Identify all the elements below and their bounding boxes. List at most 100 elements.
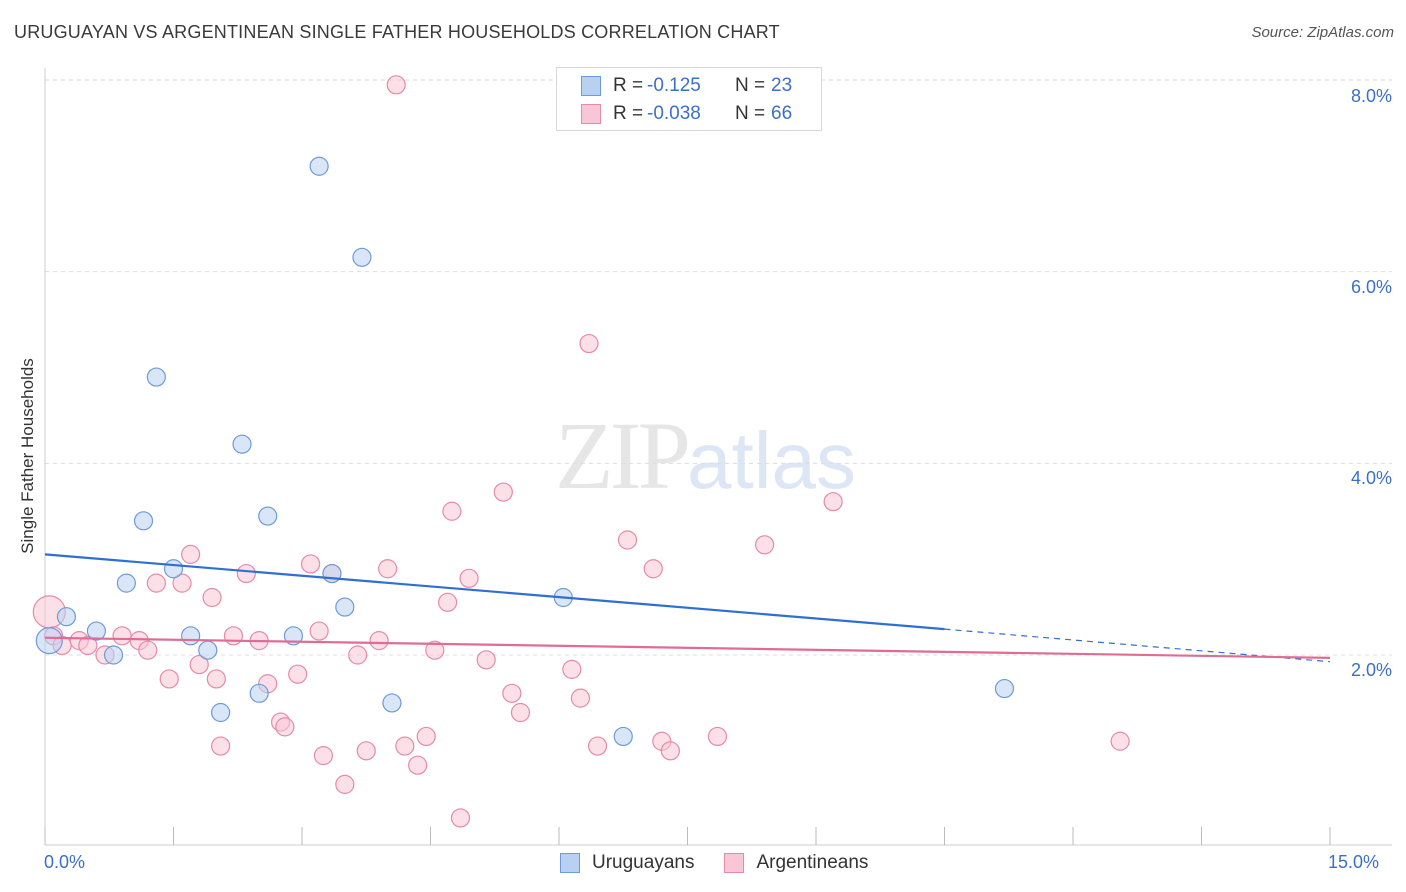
argentinean-point	[138, 640, 158, 660]
uruguayan-point	[352, 247, 372, 267]
uruguayan-point	[116, 573, 136, 593]
n-value: 23	[771, 75, 793, 96]
argentinean-point	[206, 669, 226, 689]
argentinean-point	[502, 683, 522, 703]
argentinean-point	[369, 631, 389, 651]
uruguayan-point	[232, 434, 252, 454]
legend-swatch-blue	[560, 853, 580, 873]
y-tick-label-6: 6.0%	[1350, 277, 1392, 297]
uruguayan-point	[146, 367, 166, 387]
legend-swatch-blue	[581, 76, 601, 96]
argentinean-point	[416, 726, 436, 747]
argentinean-point	[579, 333, 599, 354]
uruguayan-point	[309, 156, 329, 176]
argentinean-point	[211, 736, 231, 756]
legend-label-argentineans: Argentineans	[756, 852, 869, 873]
r-label: R =	[613, 103, 644, 124]
uruguayan-point	[994, 678, 1015, 699]
argentinean-point	[146, 573, 166, 593]
argentinean-point	[459, 568, 479, 588]
n-label: N =	[735, 75, 766, 96]
legend-swatch-pink	[724, 853, 745, 873]
argentinean-point	[754, 535, 775, 555]
argentinean-point	[425, 640, 445, 660]
argentinean-point	[1110, 731, 1130, 751]
watermark-zip: ZIP	[555, 402, 691, 509]
uruguayan-point	[103, 645, 124, 665]
argentinean-point	[300, 554, 321, 574]
argentinean-point	[181, 544, 201, 564]
n-value: 66	[771, 103, 793, 124]
legend-swatch-pink	[581, 104, 601, 124]
argentinean-point	[78, 635, 98, 656]
watermark: ZIPatlas	[555, 400, 856, 511]
argentinean-point	[707, 726, 728, 747]
uruguayan-point	[86, 621, 107, 641]
uruguayan-point	[35, 627, 63, 655]
argentinean-point	[643, 559, 663, 579]
argentinean-point	[202, 587, 222, 608]
argentinean-point	[172, 573, 192, 593]
argentinean-point	[348, 645, 368, 665]
r-value: -0.125	[647, 75, 701, 96]
uruguayan-point	[249, 683, 269, 703]
argentinean-point	[378, 559, 398, 579]
argentinean-point	[408, 755, 428, 775]
series-legend: Uruguayans Argentineans	[560, 852, 898, 874]
argentinean-trend-line	[44, 636, 1331, 659]
argentinean-point	[450, 808, 471, 828]
argentinean-point	[660, 741, 680, 761]
uruguayan-point	[163, 559, 184, 579]
uruguayan-point	[382, 693, 402, 713]
argentinean-point	[823, 492, 843, 512]
n-label: N =	[735, 103, 766, 124]
r-value: -0.038	[647, 103, 701, 124]
argentinean-point	[438, 592, 458, 612]
source-label: Source: ZipAtlas.com	[1251, 24, 1394, 41]
argentinean-point	[189, 654, 209, 675]
argentinean-point	[587, 736, 608, 756]
legend-item-uruguayans[interactable]: Uruguayans	[560, 852, 694, 874]
uruguayan-point	[211, 702, 231, 723]
argentinean-point	[442, 501, 462, 521]
argentinean-point	[236, 563, 256, 584]
x-tick-label-min: 0.0%	[44, 852, 86, 872]
legend-item-argentineans[interactable]: Argentineans	[724, 852, 868, 874]
legend-row-argentineans: R = -0.038 N = 66	[581, 102, 792, 126]
argentinean-point	[275, 717, 295, 737]
legend-row-uruguayans: R = -0.125 N = 23	[581, 74, 792, 98]
argentinean-point	[288, 664, 308, 684]
r-label: R =	[613, 75, 644, 96]
uruguayan-point	[283, 626, 304, 646]
argentinean-point	[159, 669, 179, 689]
uruguayan-point	[335, 597, 355, 617]
argentinean-point	[617, 530, 638, 550]
argentinean-point	[309, 621, 329, 641]
y-tick-label-2: 2.0%	[1350, 660, 1392, 680]
argentinean-point	[493, 482, 513, 502]
uruguayan-point	[198, 640, 218, 660]
argentinean-point	[386, 75, 406, 95]
argentinean-point	[395, 736, 415, 756]
argentinean-point	[356, 741, 376, 761]
uruguayan-point	[181, 626, 201, 646]
argentinean-point	[112, 626, 132, 646]
argentinean-point	[223, 626, 244, 646]
watermark-atlas: atlas	[687, 416, 856, 505]
uruguayan-point	[56, 607, 77, 627]
y-tick-label-4: 4.0%	[1350, 468, 1392, 488]
argentinean-point	[335, 774, 355, 794]
argentinean-point	[313, 746, 334, 766]
x-tick-label-max: 15.0%	[1328, 852, 1380, 872]
uruguayan-point	[258, 506, 278, 526]
uruguayan-trend-line	[44, 553, 945, 631]
legend-label-uruguayans: Uruguayans	[592, 852, 695, 873]
uruguayan-point	[613, 726, 633, 747]
argentinean-point	[562, 659, 582, 679]
correlation-legend: R = -0.125 N = 23 R = -0.038 N = 66	[556, 67, 822, 131]
uruguayan-point	[133, 511, 154, 531]
argentinean-point	[476, 650, 496, 670]
argentinean-point	[510, 702, 531, 723]
chart-title: URUGUAYAN VS ARGENTINEAN SINGLE FATHER H…	[14, 22, 780, 42]
